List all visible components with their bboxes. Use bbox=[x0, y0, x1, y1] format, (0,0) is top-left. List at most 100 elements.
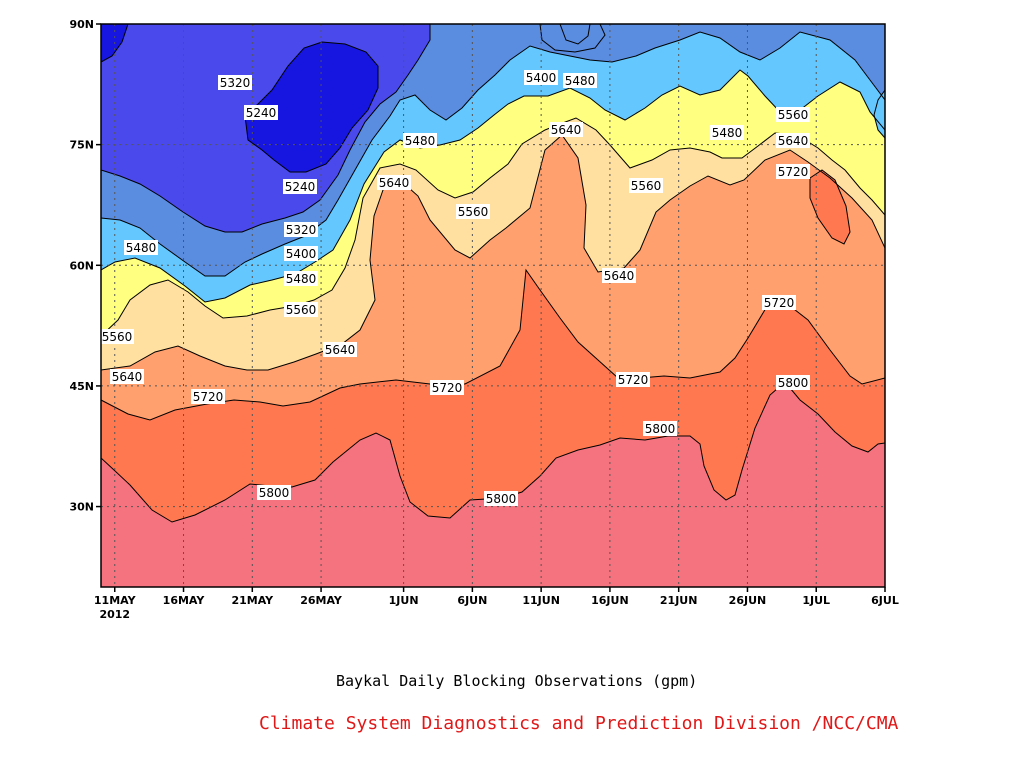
contour-label-text: 5720 bbox=[778, 165, 809, 179]
contour-label-bg bbox=[244, 105, 278, 120]
x-tick-label: 11MAY bbox=[94, 594, 137, 607]
contour-label-bg bbox=[283, 179, 317, 194]
contour-label: 5640 bbox=[776, 133, 810, 148]
contour-label-bg bbox=[124, 240, 158, 255]
contour-label-text: 5560 bbox=[286, 303, 317, 317]
contour-label-text: 5480 bbox=[565, 74, 596, 88]
contour-label: 5800 bbox=[643, 421, 677, 436]
contour-label: 5720 bbox=[616, 372, 650, 387]
contour-label-text: 5560 bbox=[102, 330, 133, 344]
contour-label: 5480 bbox=[124, 240, 158, 255]
contour-label-bg bbox=[430, 380, 464, 395]
contour-label: 5560 bbox=[101, 329, 134, 344]
x-tick-label: 6JUN bbox=[457, 594, 487, 607]
contour-label-text: 5560 bbox=[778, 108, 809, 122]
contour-label: 5400 bbox=[284, 246, 318, 261]
contour-label-bg bbox=[284, 246, 318, 261]
plot-frame bbox=[100, 23, 886, 588]
contour-label: 5720 bbox=[430, 380, 464, 395]
contour-label: 5640 bbox=[549, 122, 583, 137]
contour-label-bg bbox=[563, 73, 597, 88]
contour-label-bg bbox=[776, 133, 810, 148]
contour-label-bg bbox=[602, 268, 636, 283]
x-tick-label: 1JUN bbox=[389, 594, 419, 607]
axis-ticks bbox=[96, 23, 886, 592]
y-tick-label: 30N bbox=[69, 501, 94, 514]
contour-label-bg bbox=[762, 295, 796, 310]
band-above-5800-isle bbox=[810, 170, 850, 244]
contour-label-bg bbox=[776, 375, 810, 390]
contour-label-text: 5640 bbox=[551, 123, 582, 137]
contour-label: 5400 bbox=[524, 70, 558, 85]
contour-label-bg bbox=[524, 70, 558, 85]
contour-label-bg bbox=[191, 389, 225, 404]
contour-label-text: 5480 bbox=[126, 241, 157, 255]
contour-label-text: 5720 bbox=[193, 390, 224, 404]
contour-label-bg bbox=[101, 329, 134, 344]
x-tick-year-label: 2012 bbox=[99, 608, 130, 621]
x-tick-label: 6JUL bbox=[871, 594, 899, 607]
contour-label-bg bbox=[456, 204, 490, 219]
x-axis-title: Baykal Daily Blocking Observations (gpm) bbox=[336, 672, 698, 690]
x-tick-label: 21MAY bbox=[231, 594, 274, 607]
contour-label-text: 5640 bbox=[604, 269, 635, 283]
contour-label: 5560 bbox=[776, 107, 810, 122]
contour-label: 5480 bbox=[563, 73, 597, 88]
contour-label-text: 5240 bbox=[246, 106, 277, 120]
contour-label: 5720 bbox=[191, 389, 225, 404]
contour-label-bg bbox=[284, 302, 318, 317]
contour-label-text: 5400 bbox=[526, 71, 557, 85]
contour-label-text: 5480 bbox=[286, 272, 317, 286]
contour-label: 5560 bbox=[456, 204, 490, 219]
credit-line: Climate System Diagnostics and Predictio… bbox=[259, 713, 899, 734]
contour-label-bg bbox=[643, 421, 677, 436]
contour-label-bg bbox=[549, 122, 583, 137]
y-tick-label: 45N bbox=[69, 380, 94, 393]
contour-label-text: 5560 bbox=[631, 179, 662, 193]
contour-label-bg bbox=[616, 372, 650, 387]
contour-chart: 5320 5240 5240 5320 5400 5480 5480 5560 5560 5640… bbox=[69, 18, 898, 621]
y-tick-label: 90N bbox=[69, 18, 94, 31]
contour-label-text: 5720 bbox=[432, 381, 463, 395]
contour-label-bg bbox=[110, 369, 144, 384]
contour-label-bg bbox=[284, 271, 318, 286]
contour-label: 5640 bbox=[602, 268, 636, 283]
contour-label: 5480 bbox=[710, 125, 744, 140]
contour-label: 5720 bbox=[776, 164, 810, 179]
contour-label-bg bbox=[377, 175, 411, 190]
contour-label: 5240 bbox=[244, 105, 278, 120]
contour-label-text: 5320 bbox=[286, 223, 317, 237]
contour-label-text: 5480 bbox=[405, 134, 436, 148]
contour-label-text: 5400 bbox=[286, 247, 317, 261]
contour-label: 5560 bbox=[629, 178, 663, 193]
contour-label: 5320 bbox=[284, 222, 318, 237]
x-tick-label: 16JUN bbox=[591, 594, 629, 607]
x-tick-label: 16MAY bbox=[163, 594, 206, 607]
contour-label-text: 5640 bbox=[325, 343, 356, 357]
contour-label-bg bbox=[218, 75, 252, 90]
contour-label: 5800 bbox=[776, 375, 810, 390]
contour-label-bg bbox=[484, 491, 518, 506]
contour-label-bg bbox=[323, 342, 357, 357]
contour-label-text: 5720 bbox=[618, 373, 649, 387]
contour-label: 5640 bbox=[110, 369, 144, 384]
contour-label-text: 5320 bbox=[220, 76, 251, 90]
contour-label-bg bbox=[629, 178, 663, 193]
contour-label: 5640 bbox=[377, 175, 411, 190]
contour-labels: 5320 5240 5240 5320 5400 5480 5480 5560 5560 5640… bbox=[101, 70, 810, 506]
contour-label: 5560 bbox=[284, 302, 318, 317]
contour-label: 5800 bbox=[257, 485, 291, 500]
y-tick-label: 60N bbox=[69, 259, 94, 272]
contour-label-text: 5800 bbox=[645, 422, 676, 436]
contour-label: 5320 bbox=[218, 75, 252, 90]
contour-label-text: 5800 bbox=[259, 486, 290, 500]
contour-label: 5480 bbox=[284, 271, 318, 286]
contour-label-text: 5720 bbox=[764, 296, 795, 310]
contour-label-text: 5560 bbox=[458, 205, 489, 219]
contour-label-text: 5640 bbox=[379, 176, 410, 190]
x-tick-label: 11JUN bbox=[522, 594, 560, 607]
contour-label-bg bbox=[257, 485, 291, 500]
x-tick-label: 1JUL bbox=[802, 594, 830, 607]
x-tick-label: 26MAY bbox=[300, 594, 343, 607]
